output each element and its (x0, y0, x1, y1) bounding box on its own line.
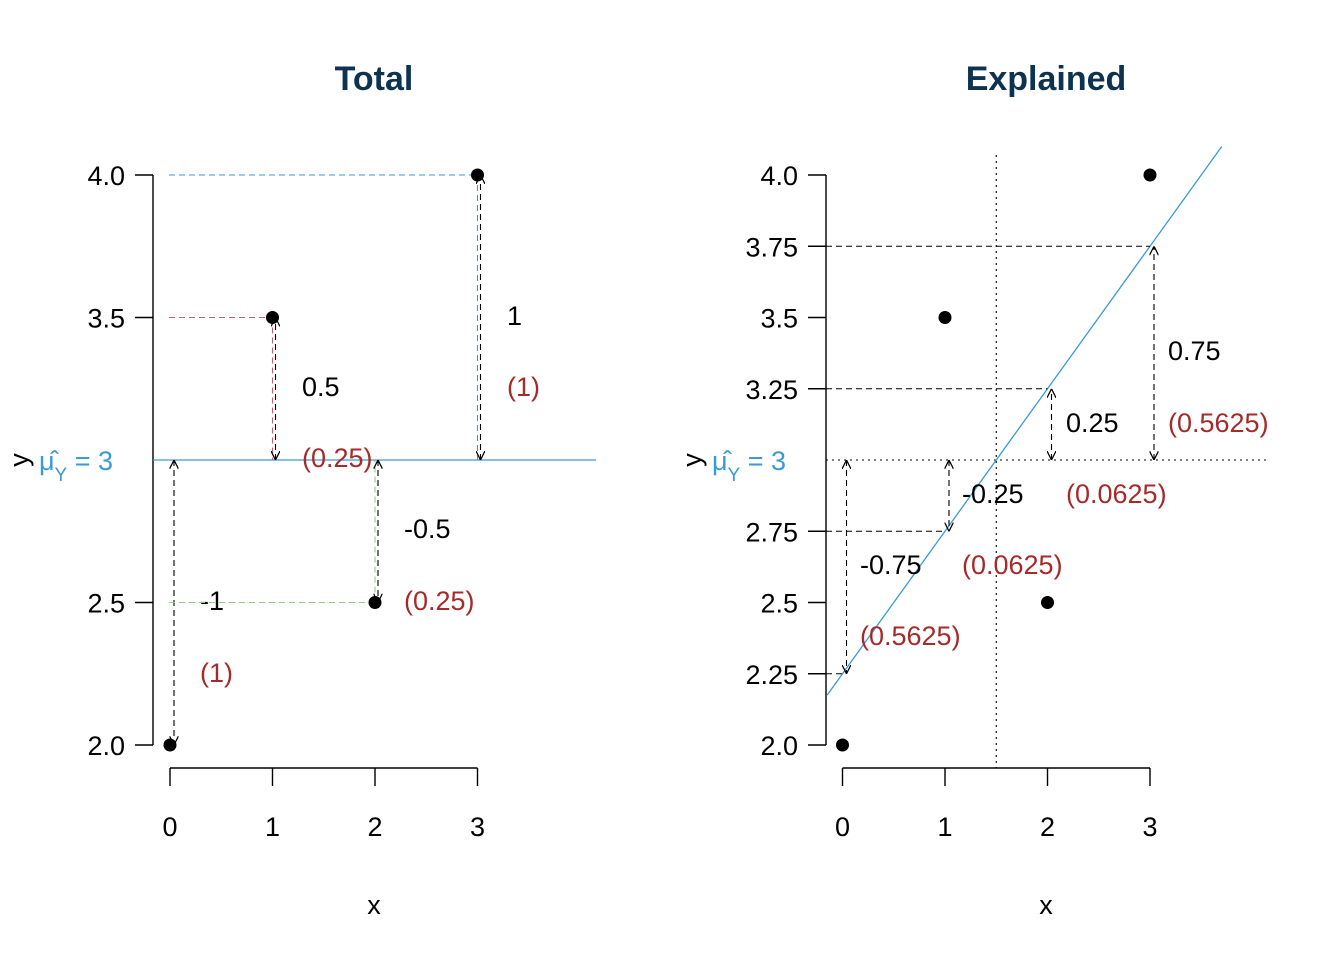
explained-square-label: (0.0625) (1066, 479, 1167, 509)
deviation-square-label: (0.25) (404, 586, 475, 616)
regression-line (826, 146, 1223, 696)
y-tick-label: 3.5 (87, 304, 125, 334)
y-tick-label: 3.5 (760, 304, 798, 334)
deviation-square-label: (1) (507, 372, 540, 402)
x-tick-label: 0 (162, 812, 177, 842)
left-panel: 2.0 2.5 3.5 4.0 0 1 2 3 y μ̂Y = 3 -1 (1) 0.5 (0.25) -0… (4, 161, 596, 842)
x-tick-label: 1 (265, 812, 280, 842)
x-tick-label: 0 (835, 812, 850, 842)
explained-value-label: 0.75 (1168, 336, 1221, 366)
explained-square-label: (0.5625) (860, 621, 961, 651)
x-tick-label: 3 (470, 812, 485, 842)
fitted-tick-label: 2.25 (745, 660, 798, 690)
x-tick-label: 2 (367, 812, 382, 842)
left-x-axis-label: x (367, 890, 381, 920)
explained-square-label: (0.5625) (1168, 408, 1269, 438)
y-axis-label: y (677, 453, 707, 467)
y-tick-label: 2.0 (760, 731, 798, 761)
mean-line-label: μ̂Y = 3 (39, 446, 113, 486)
data-point (836, 738, 849, 752)
data-point (1041, 596, 1054, 609)
fitted-tick-label: 3.25 (745, 375, 798, 405)
fitted-tick-label: 3.75 (745, 232, 798, 262)
explained-value-label: -0.75 (860, 550, 922, 580)
data-point (266, 311, 279, 324)
right-panel: 2.0 2.5 3.5 4.0 0 1 2 3 y μ̂Y = 3 2.25 2.75 3.25 3.75… (677, 146, 1269, 842)
right-x-axis-label: x (1039, 890, 1053, 920)
left-chart-title: Total (335, 60, 414, 98)
deviation-value-label: 0.5 (302, 372, 340, 402)
fitted-tick-label: 2.75 (745, 517, 798, 547)
y-tick-label: 2.0 (87, 731, 125, 761)
deviation-square-label: (1) (200, 658, 233, 688)
data-point (368, 596, 382, 609)
data-point (1143, 168, 1157, 182)
deviation-square-label: (0.25) (302, 443, 373, 473)
data-point (938, 311, 952, 324)
y-tick-label: 2.5 (760, 589, 798, 619)
y-tick-label: 2.5 (87, 589, 125, 619)
y-axis-label: y (4, 453, 34, 467)
deviation-value-label: -0.5 (404, 514, 451, 544)
data-point (471, 168, 484, 182)
x-tick-label: 3 (1142, 812, 1157, 842)
deviation-value-label: -1 (200, 586, 224, 616)
y-tick-label: 4.0 (87, 161, 125, 191)
explained-value-label: 0.25 (1066, 408, 1119, 438)
mean-line-label: μ̂Y = 3 (712, 446, 786, 486)
deviation-value-label: 1 (507, 301, 522, 331)
explained-value-label: -0.25 (962, 479, 1024, 509)
data-point (163, 738, 177, 752)
plot-region: -0.75 (0.5625) -0.25 (0.0625) 0.25 (0.0625) 0.… (826, 146, 1269, 768)
x-tick-label: 1 (937, 812, 952, 842)
right-chart-title: Explained (966, 60, 1127, 98)
y-tick-label: 4.0 (760, 161, 798, 191)
explained-square-label: (0.0625) (962, 550, 1063, 580)
x-tick-label: 2 (1040, 812, 1055, 842)
